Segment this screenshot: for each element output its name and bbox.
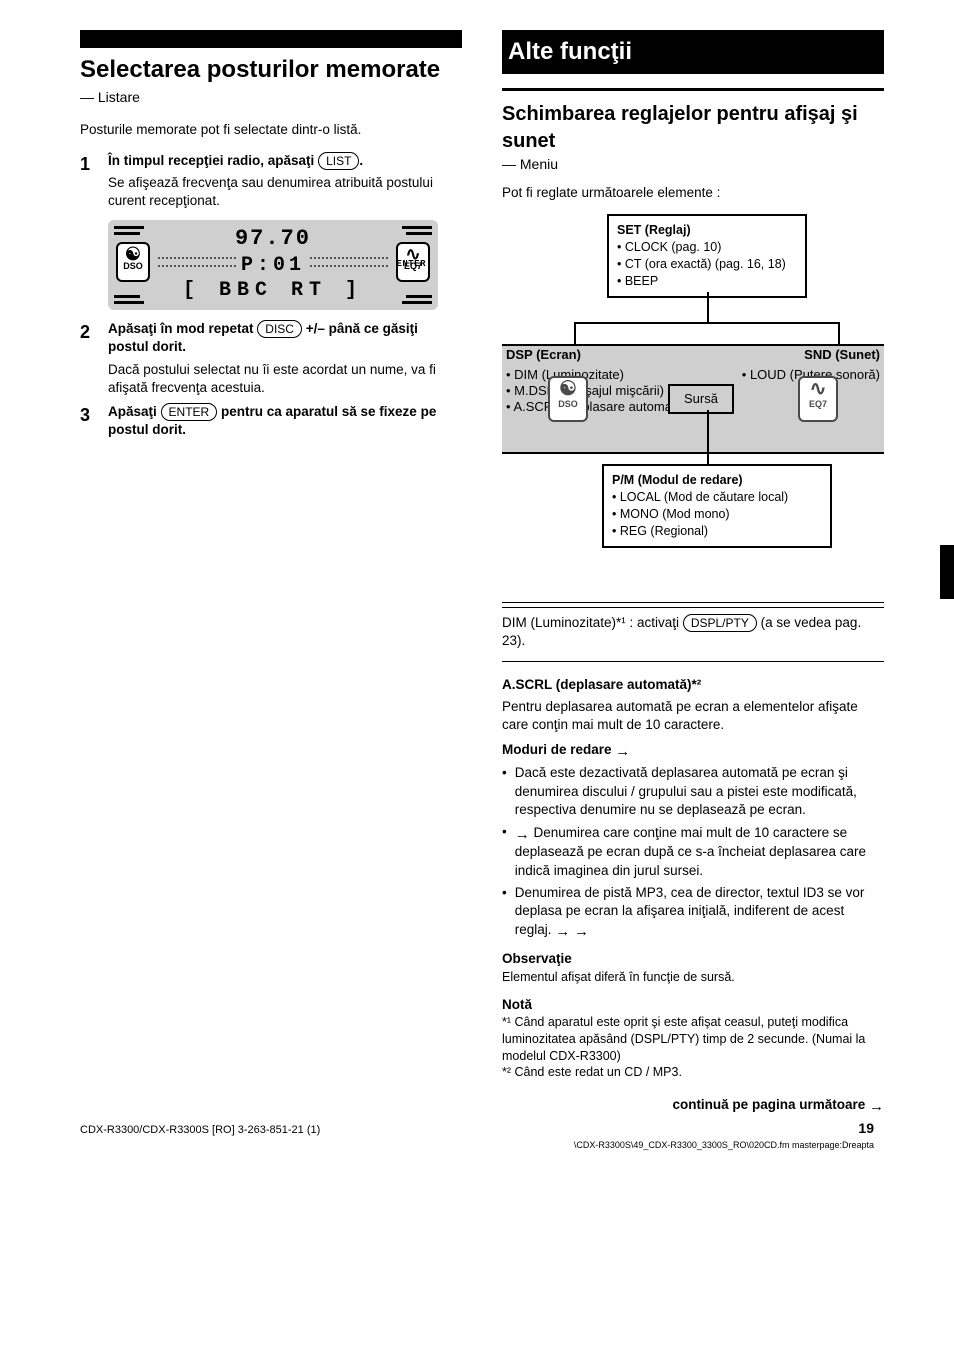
tip-body: Elementul afişat diferă în funcţie de su… <box>502 969 884 986</box>
left-title: Selectarea posturilor memorate <box>80 54 462 86</box>
left-intro: Posturile memorate pot fi selectate dint… <box>80 121 462 139</box>
arrow-icon-4: → <box>574 922 589 942</box>
snd-label: SND (Sunet) <box>804 346 880 364</box>
tip-head: Observaţie <box>502 950 884 968</box>
ascrl-title: A.SCRL (deplasare automată)*² <box>502 676 884 694</box>
dsp-item-2: • A.SCRL (deplasare automată) <box>506 398 687 416</box>
continue-text: continuă pe pagina următoare <box>672 1097 865 1112</box>
lcd-enter-tag: ENTER <box>396 258 426 270</box>
step-3-lead-a: Apăsaţi <box>108 404 157 419</box>
set-box: SET (Reglaj) • CLOCK (pag. 10) • CT (ora… <box>607 214 807 298</box>
lcd-frequency: 97.70 <box>158 224 388 254</box>
step-3: 3 Apăsaţi ENTER pentru ca aparatul să se… <box>80 403 462 439</box>
footer-ref-right: \CDX-R3300S\49_CDX-R3300_3300S_RO\020CD.… <box>574 1139 874 1151</box>
eq-icon-diagram: ∿ EQ7 <box>798 376 838 422</box>
step-1-detail: Se afişează frecvenţa sau denumirea atri… <box>108 174 462 210</box>
step-2-lead-a: Apăsaţi în mod repetat <box>108 321 254 336</box>
dso-label: DSO <box>123 261 143 271</box>
dim-row-a: DIM (Luminozitate)*¹ : activaţi <box>502 615 679 630</box>
left-section-bar <box>80 30 462 48</box>
list-button-label: LIST <box>318 152 359 170</box>
ascrl-lead: Pentru deplasarea automată pe ecran a el… <box>502 698 884 734</box>
set-item-2: • BEEP <box>617 273 797 290</box>
pm-label: P/M (Modul de redare) <box>612 472 822 489</box>
right-title: Alte funcţii <box>502 30 884 74</box>
source-box: Sursă <box>668 384 734 414</box>
pm-item-2: • REG (Regional) <box>612 523 822 540</box>
right-sub-rule <box>502 88 884 91</box>
page-number: 19 <box>858 1119 874 1138</box>
dso-glyph: ☯︎ <box>121 246 145 262</box>
note-body-1: *² Când este redat un CD / MP3. <box>502 1064 884 1081</box>
ascrl-b1: Denumirea care conţine mai mult de 10 ca… <box>515 825 866 877</box>
step-2-num: 2 <box>80 320 98 397</box>
right-column: Alte funcţii Schimbarea reglajelor pentr… <box>502 30 884 1116</box>
dso-label-diagram: DSO <box>558 399 578 409</box>
pm-box: P/M (Modul de redare) • LOCAL (Mod de că… <box>602 464 832 548</box>
dso-icon-diagram: ☯︎ DSO <box>548 376 588 422</box>
step-1-lead-b: . <box>359 153 363 168</box>
arrow-icon-2: → <box>515 825 530 845</box>
set-label: SET (Reglaj) <box>617 222 797 239</box>
arrow-icon-3: → <box>555 922 570 942</box>
enter-button-label: ENTER <box>161 403 218 421</box>
right-intro: Pot fi reglate următoarele elemente : <box>502 184 884 202</box>
disc-button-label: DISC <box>257 320 302 338</box>
dsp-label: DSP (Ecran) <box>506 346 581 364</box>
set-item-0: • CLOCK (pag. 10) <box>617 239 797 256</box>
rule-1 <box>502 602 884 603</box>
dso-glyph-diagram: ☯︎ <box>550 380 586 398</box>
play-modes-label: Moduri de redare <box>502 742 612 757</box>
dspl-pty-button-label: DSPL/PTY <box>683 614 757 632</box>
dso-icon: ☯︎ DSO <box>116 242 150 282</box>
eq-glyph-diagram: ∿ <box>800 380 836 398</box>
footer-ref-left: CDX-R3300/CDX-R3300S [RO] 3-263-851-21 (… <box>80 1123 320 1138</box>
step-1-lead-a: În timpul recepţiei radio, apăsaţi <box>108 153 314 168</box>
arrow-icon: → <box>615 742 630 762</box>
menu-diagram: SET (Reglaj) • CLOCK (pag. 10) • CT (ora… <box>502 214 884 584</box>
eq-label-diagram: EQ7 <box>809 399 827 409</box>
step-2-detail: Dacă postului selectat nu îi este acorda… <box>108 361 462 397</box>
note-body-0: *¹ Când aparatul este oprit şi este afiş… <box>502 1014 884 1065</box>
step-3-lead-b: pentru ca aparatul să se fixeze pe postu… <box>108 404 436 437</box>
right-subsub: — Meniu <box>502 155 884 174</box>
left-subtitle: — Listare <box>80 88 462 107</box>
ascrl-b0: Dacă este dezactivată deplasarea automat… <box>515 764 884 819</box>
step-1-num: 1 <box>80 152 98 211</box>
auto-scroll-block: A.SCRL (deplasare automată)*² Pentru dep… <box>502 676 884 1116</box>
rule-3 <box>502 661 884 662</box>
set-item-1: • CT (ora exactă) (pag. 16, 18) <box>617 256 797 273</box>
step-2: 2 Apăsaţi în mod repetat DISC +/– până c… <box>80 320 462 397</box>
right-subheading: Schimbarea reglajelor pentru afişaj şi s… <box>502 101 884 155</box>
continue-arrow-icon: → <box>869 1097 884 1117</box>
step-3-num: 3 <box>80 403 98 439</box>
left-column: Selectarea posturilor memorate — Listare… <box>80 30 462 1116</box>
pm-item-0: • LOCAL (Mod de căutare local) <box>612 489 822 506</box>
side-tab <box>940 545 954 599</box>
step-1: 1 În timpul recepţiei radio, apăsaţi LIS… <box>80 152 462 211</box>
rule-2 <box>502 607 884 608</box>
note-head: Notă <box>502 996 884 1014</box>
lcd-display: ☯︎ DSO ∿ EQ7 97.70 P:01 ENTER [ BBC RT ] <box>108 220 462 310</box>
pm-item-1: • MONO (Mod mono) <box>612 506 822 523</box>
lcd-preset: P:01 <box>237 252 309 279</box>
lcd-station: [ BBC RT ] <box>158 277 388 304</box>
